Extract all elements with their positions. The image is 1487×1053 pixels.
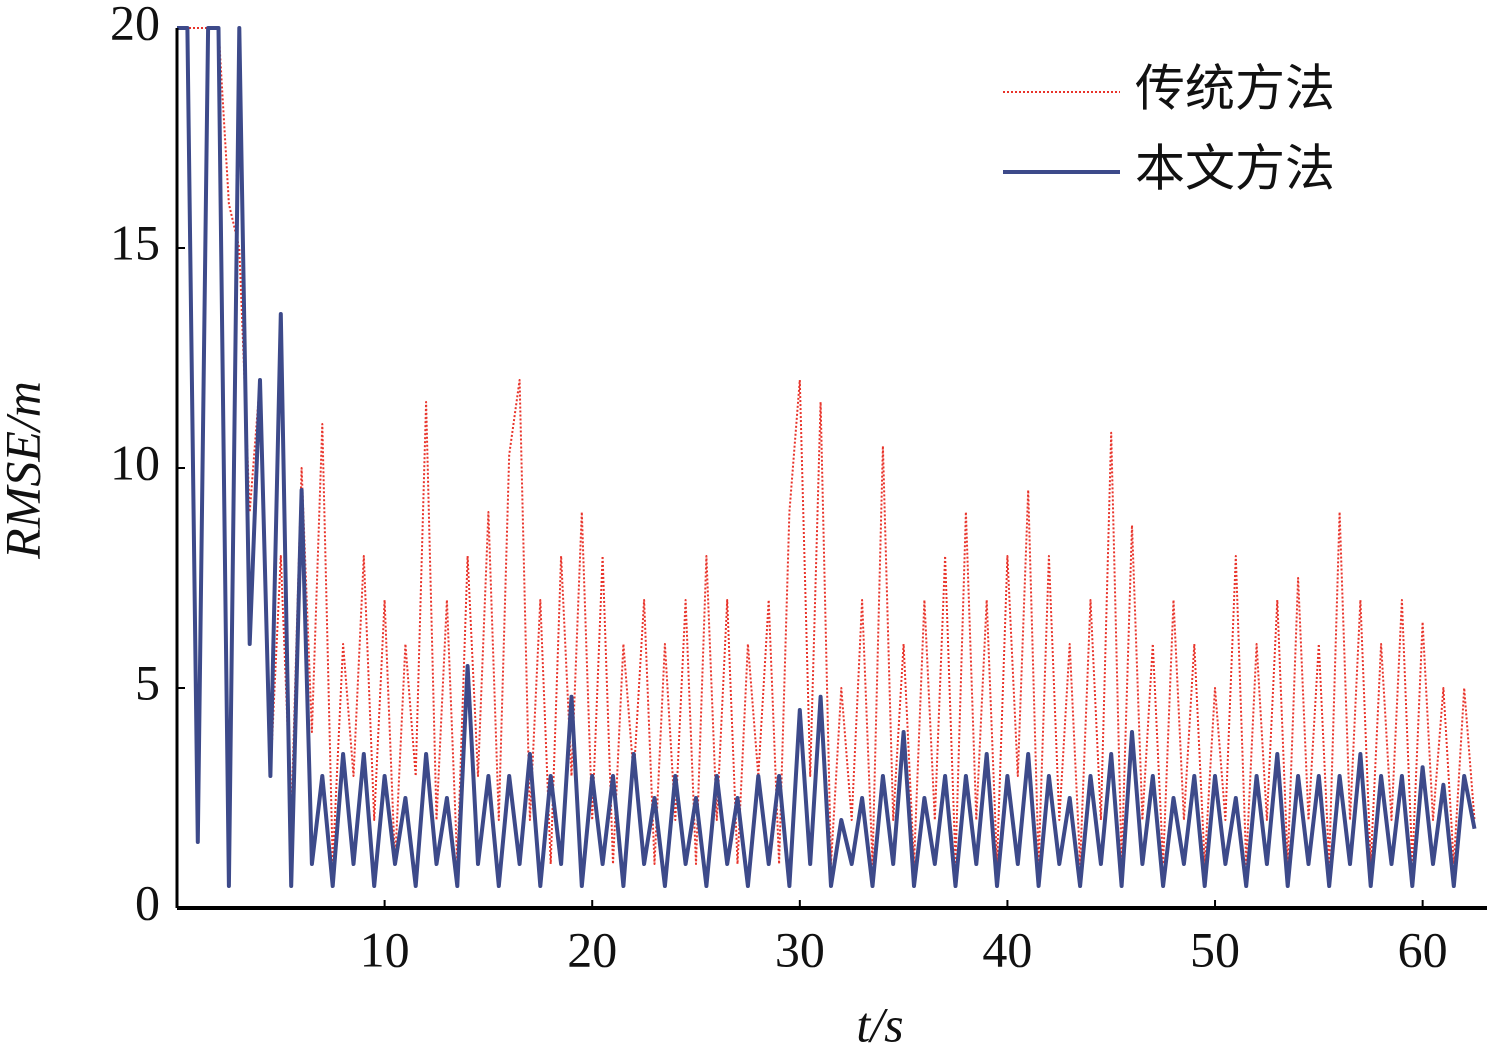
y-tick-label: 10: [110, 434, 160, 490]
legend-label: 传统方法: [1135, 60, 1335, 118]
x-tick-label: 10: [360, 921, 410, 977]
x-tick-label: 50: [1190, 921, 1240, 977]
x-tick-label: 30: [775, 921, 825, 977]
x-tick-label: 40: [982, 921, 1032, 977]
x-tick-label: 60: [1398, 921, 1448, 977]
y-axis-title: RMSE/m: [0, 381, 50, 560]
y-tick-label: 0: [135, 874, 160, 930]
y-tick-label: 20: [110, 0, 160, 50]
data-line: [177, 27, 1476, 865]
x-axis-title: t/s: [856, 996, 903, 1052]
legend-label: 本文方法: [1135, 140, 1335, 198]
x-tick-label: 20: [567, 921, 617, 977]
y-tick-label: 5: [135, 654, 160, 710]
data-line: [177, 26, 1477, 888]
y-tick-label: 15: [110, 214, 160, 270]
